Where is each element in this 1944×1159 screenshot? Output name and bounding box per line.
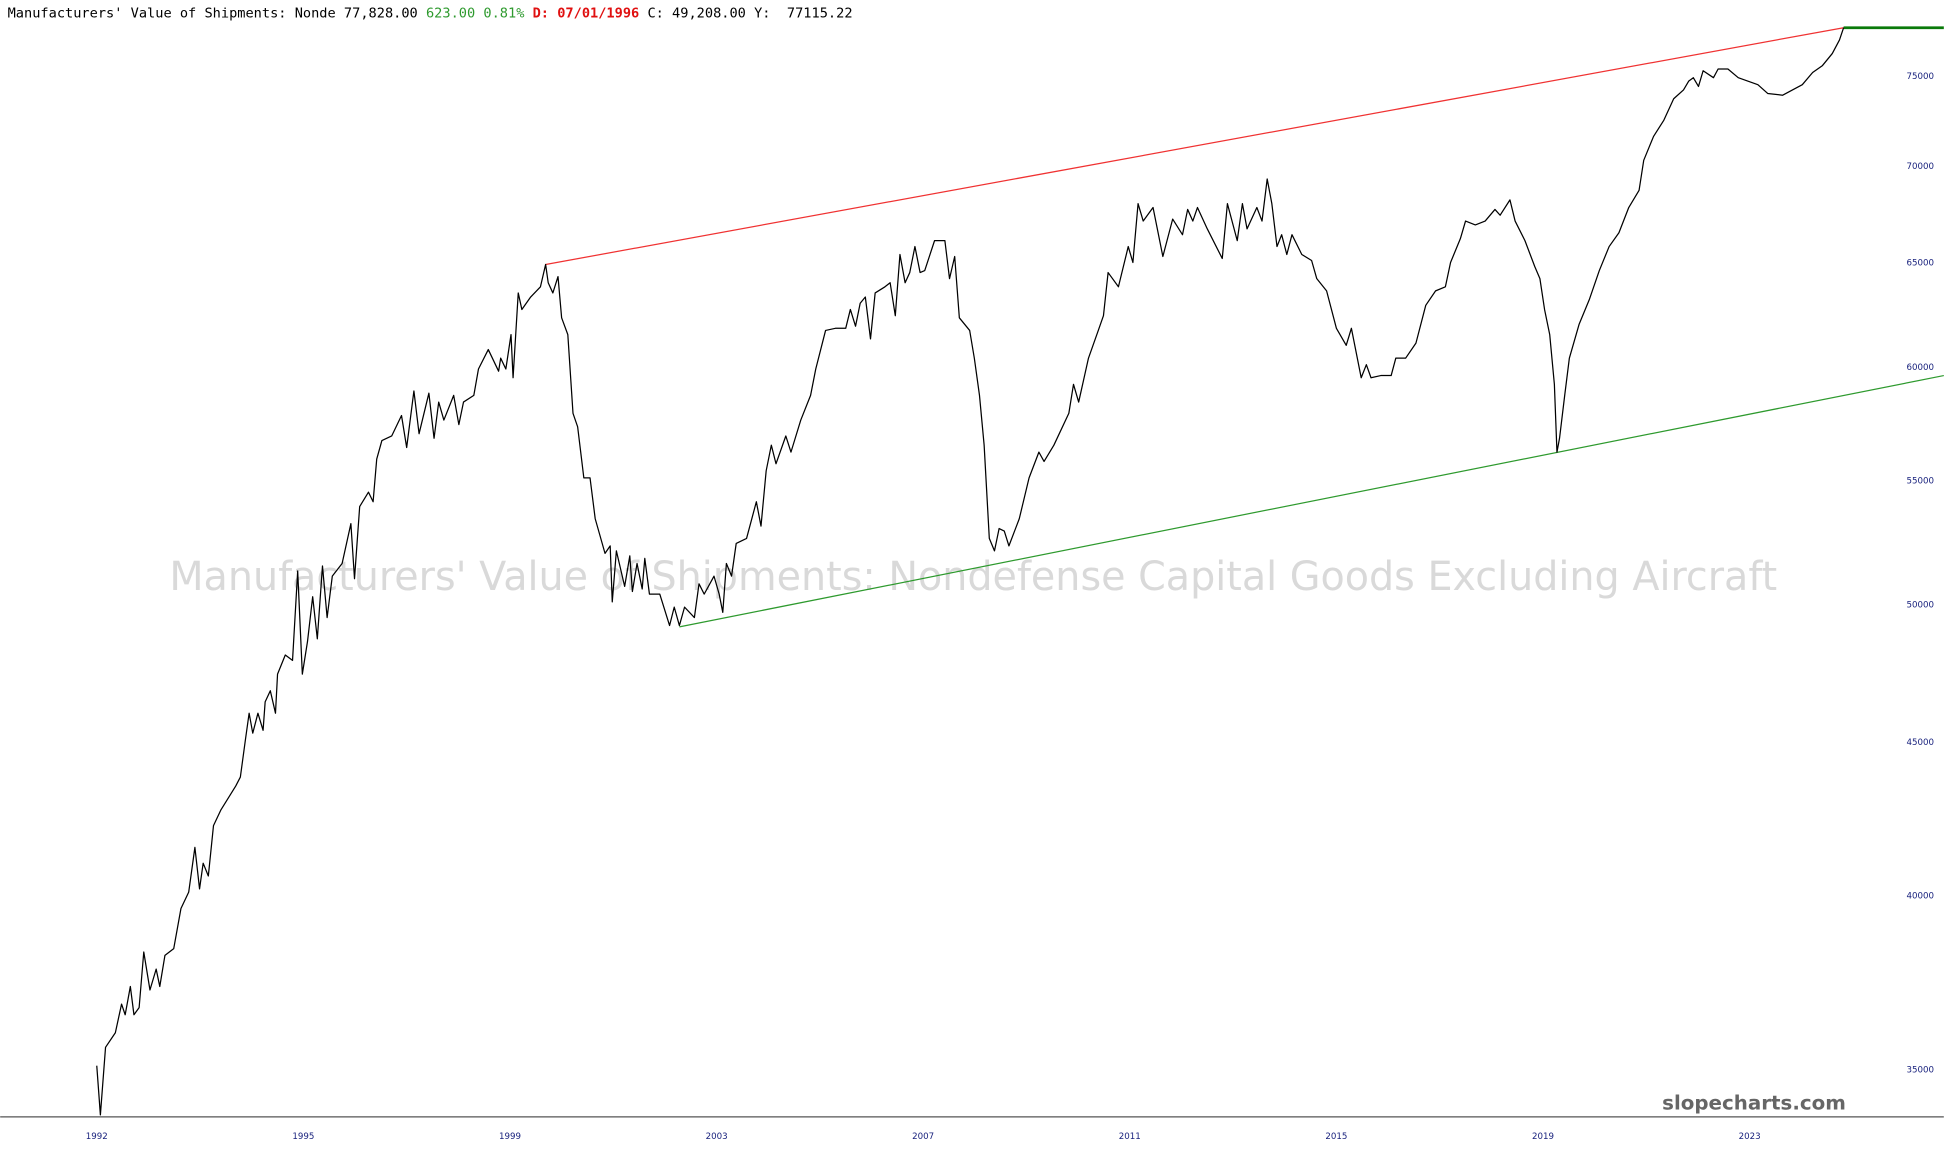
y-tick-label: 50000 bbox=[1906, 601, 1934, 611]
x-tick-label: 1992 bbox=[86, 1132, 108, 1142]
header-date: D: 07/01/1996 bbox=[533, 5, 640, 21]
x-tick-label: 2011 bbox=[1119, 1132, 1141, 1142]
y-tick-label: 70000 bbox=[1906, 162, 1934, 172]
header-last: 77,828.00 bbox=[344, 5, 418, 21]
header-close: C: 49,208.00 bbox=[647, 5, 745, 21]
header-change: 623.00 bbox=[426, 5, 475, 21]
price-line bbox=[96, 27, 1845, 1116]
y-tick-label: 55000 bbox=[1906, 476, 1934, 486]
y-tick-label: 65000 bbox=[1906, 259, 1934, 269]
x-tick-label: 2019 bbox=[1532, 1132, 1554, 1142]
x-tick-label: 2007 bbox=[912, 1132, 934, 1142]
y-tick-label: 45000 bbox=[1906, 738, 1934, 748]
x-tick-label: 2003 bbox=[706, 1132, 728, 1142]
header: Manufacturers' Value of Shipments: Nonde… bbox=[8, 5, 853, 21]
header-y: Y: 77115.22 bbox=[754, 5, 852, 21]
x-tick-label: 1999 bbox=[499, 1132, 521, 1142]
x-tick-label: 1995 bbox=[292, 1132, 314, 1142]
header-title: Manufacturers' Value of Shipments: Nonde bbox=[8, 5, 336, 21]
y-tick-label: 35000 bbox=[1906, 1066, 1934, 1076]
trendline bbox=[545, 27, 1844, 266]
x-tick-label: 2023 bbox=[1739, 1132, 1761, 1142]
header-change-pct: 0.81% bbox=[483, 5, 524, 21]
y-tick-label: 60000 bbox=[1906, 363, 1934, 373]
brand: slopecharts.com bbox=[1662, 1091, 1846, 1114]
y-tick-label: 75000 bbox=[1906, 72, 1934, 82]
y-tick-label: 40000 bbox=[1906, 891, 1934, 901]
trendline bbox=[679, 374, 1944, 628]
watermark: Manufacturers' Value of Shipments: Nonde… bbox=[169, 554, 1777, 600]
x-tick-label: 2015 bbox=[1325, 1132, 1347, 1142]
